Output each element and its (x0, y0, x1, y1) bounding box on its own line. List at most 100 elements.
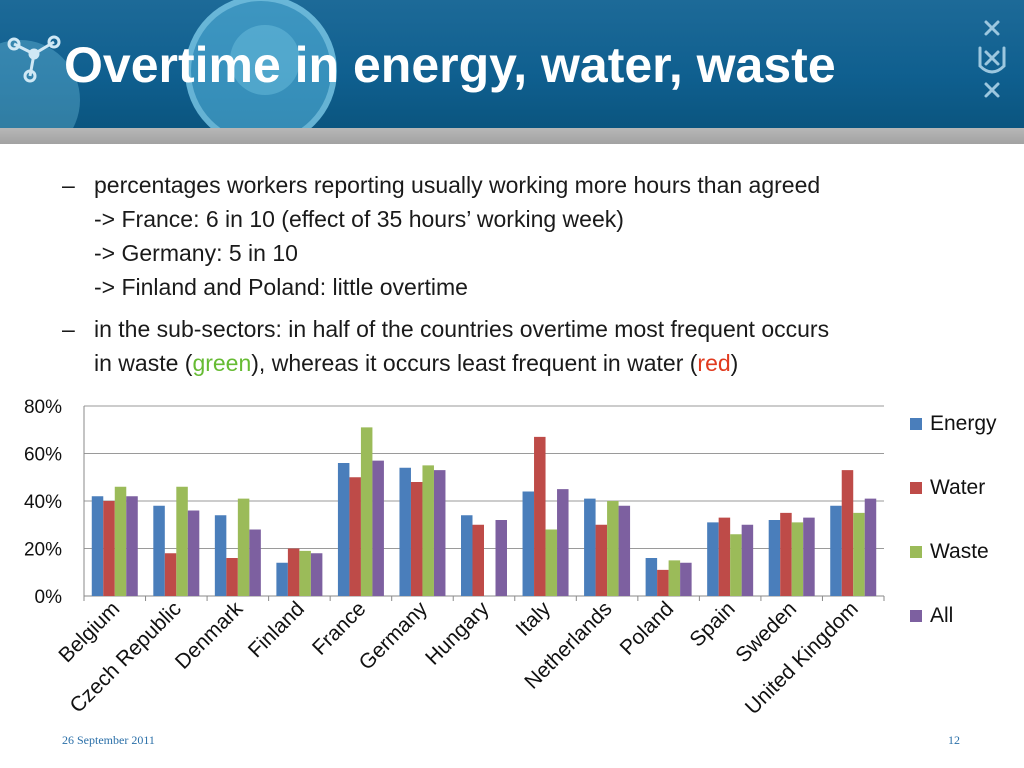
page-number: 12 (948, 733, 960, 747)
university-logo-icon (978, 20, 1006, 98)
bar-all (187, 510, 200, 596)
bar-energy (337, 463, 350, 596)
bar-waste (791, 522, 804, 596)
bar-waste (237, 498, 250, 596)
bar-energy (707, 522, 719, 596)
bar-all (126, 496, 138, 596)
bullet-text: in waste ( (94, 350, 193, 376)
bar-waste (730, 534, 742, 596)
y-tick-label: 20% (24, 540, 62, 561)
header-divider (0, 128, 1024, 144)
decorative-circle (230, 25, 300, 95)
legend-label: Water (930, 476, 985, 499)
slide-title: Overtime in energy, water, waste (64, 37, 836, 93)
bar-all (495, 520, 507, 596)
legend-label: Energy (930, 412, 997, 435)
legend-label: All (930, 604, 953, 627)
legend-swatch (910, 418, 922, 430)
bar-water (718, 517, 731, 596)
bullet-line: -> France: 6 in 10 (effect of 35 hours’ … (94, 206, 624, 232)
molecule-icon (7, 35, 61, 83)
bullet-line: in waste (green), whereas it occurs leas… (94, 346, 1012, 380)
bullet-line: in the sub-sectors: in half of the count… (94, 316, 830, 342)
bar-all (433, 470, 446, 596)
bullet-line: -> Finland and Poland: little overtime (94, 274, 468, 300)
bar-water (841, 470, 854, 596)
header-banner: Overtime in energy, water, waste (0, 0, 1024, 128)
x-category-label: Finland (244, 597, 309, 662)
bar-energy (399, 467, 411, 596)
bar-waste (422, 465, 434, 596)
bullet-dash: – (62, 172, 75, 198)
bar-waste (299, 550, 311, 596)
bullet-item: – in the sub-sectors: in half of the cou… (62, 312, 1012, 380)
bar-water (103, 501, 115, 596)
bar-energy (153, 505, 165, 596)
bar-energy (584, 498, 596, 596)
bar-all (557, 489, 569, 596)
bar-water (534, 436, 546, 596)
bar-energy (522, 491, 535, 596)
y-tick-label: 60% (24, 445, 62, 466)
bar-all (310, 553, 323, 596)
bullet-line: -> Germany: 5 in 10 (94, 240, 298, 266)
bar-all (864, 498, 877, 596)
y-tick-label: 80% (24, 397, 62, 418)
y-tick-label: 40% (24, 492, 62, 513)
legend-label: Waste (930, 540, 989, 563)
bar-waste (360, 427, 373, 596)
bar-water (226, 558, 238, 596)
bar-waste (545, 529, 558, 596)
x-category-label: Spain (685, 597, 739, 651)
bar-waste (607, 501, 619, 596)
green-highlight-text: green (192, 350, 252, 376)
bar-all (680, 562, 692, 596)
decorative-circle (185, 0, 337, 128)
x-category-label: United Kingdom (741, 597, 863, 719)
legend-swatch (910, 482, 922, 494)
bar-water (410, 482, 423, 596)
y-tick-label: 0% (35, 587, 63, 608)
bar-waste (114, 486, 127, 596)
bar-energy (91, 496, 104, 596)
bar-all (803, 517, 815, 596)
bullet-line: percentages workers reporting usually wo… (94, 172, 821, 198)
x-category-label: Poland (616, 597, 679, 660)
bar-waste (176, 486, 188, 596)
x-category-label: Denmark (171, 597, 248, 674)
legend-swatch (910, 546, 922, 558)
red-highlight-text: red (697, 350, 731, 376)
bar-all (372, 460, 384, 596)
bar-all (741, 524, 754, 596)
x-category-label: Italy (512, 597, 556, 641)
bar-waste (668, 560, 681, 596)
bar-water (287, 548, 300, 596)
bar-energy (214, 515, 227, 596)
bullet-list: – percentages workers reporting usually … (62, 168, 1012, 388)
bar-water (595, 524, 608, 596)
bar-energy (276, 562, 288, 596)
bar-energy (461, 515, 473, 596)
bullet-item: – percentages workers reporting usually … (62, 168, 1012, 304)
bar-all (618, 505, 631, 596)
x-category-label: Germany (355, 597, 433, 675)
bar-all (249, 529, 261, 596)
bullet-dash: – (62, 316, 75, 342)
legend-swatch (910, 610, 922, 622)
bar-water (164, 553, 177, 596)
x-category-label: Hungary (421, 597, 494, 670)
x-category-label: France (308, 597, 370, 659)
bar-energy (645, 558, 658, 596)
bar-energy (768, 520, 781, 596)
footer-date: 26 September 2011 (62, 733, 155, 747)
bar-water (472, 524, 484, 596)
bar-energy (830, 505, 842, 596)
bullet-text: ), whereas it occurs least frequent in w… (251, 350, 698, 376)
x-category-label: Czech Republic (66, 597, 186, 717)
bar-water (657, 569, 669, 596)
bar-water (349, 477, 361, 596)
bullet-text: ) (730, 350, 739, 376)
bar-waste (853, 512, 865, 596)
bar-water (780, 512, 792, 596)
